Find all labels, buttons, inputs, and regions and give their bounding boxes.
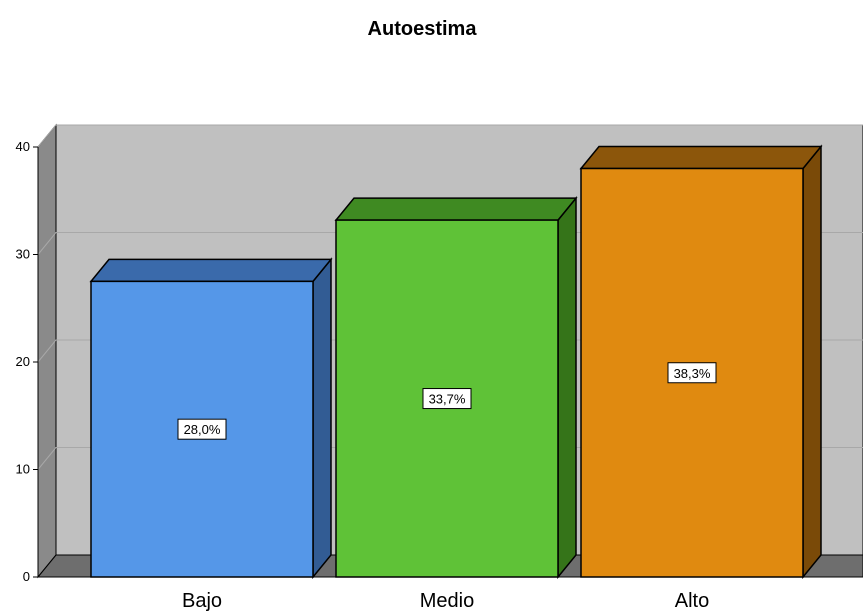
bar-top <box>334 197 578 221</box>
y-tick-label: 30 <box>16 247 30 262</box>
bar-side <box>312 257 332 580</box>
data-label: 33,7% <box>429 392 466 407</box>
x-tick-label: Medio <box>420 590 474 612</box>
y-tick-label: 40 <box>16 139 30 154</box>
bar-bajo: 28,0% <box>89 257 333 580</box>
bars: 28,0% 33,7% 38,3% <box>89 144 823 580</box>
chart-title: Autoestima <box>368 18 478 40</box>
bar-side <box>802 144 822 580</box>
bar-side <box>557 195 577 580</box>
y-tick-label: 20 <box>16 354 30 369</box>
y-tick-label: 0 <box>23 569 30 584</box>
data-label-box <box>667 362 717 384</box>
y-tick-label: 10 <box>16 462 30 477</box>
y-axis: 0 10 20 30 40 <box>16 139 39 584</box>
data-label-box <box>177 418 227 440</box>
x-tick-label: Alto <box>675 590 709 612</box>
x-tick-label: Bajo <box>182 590 222 612</box>
bar-top <box>579 145 823 170</box>
x-axis: Bajo Medio Alto <box>182 590 709 612</box>
data-label: 38,3% <box>674 366 711 381</box>
bar-alto: 38,3% <box>579 144 823 580</box>
data-label-box <box>422 388 472 410</box>
gridline <box>37 124 863 148</box>
bar-medio: 33,7% <box>334 195 578 580</box>
data-label: 28,0% <box>184 422 221 437</box>
bar-top <box>89 258 333 283</box>
